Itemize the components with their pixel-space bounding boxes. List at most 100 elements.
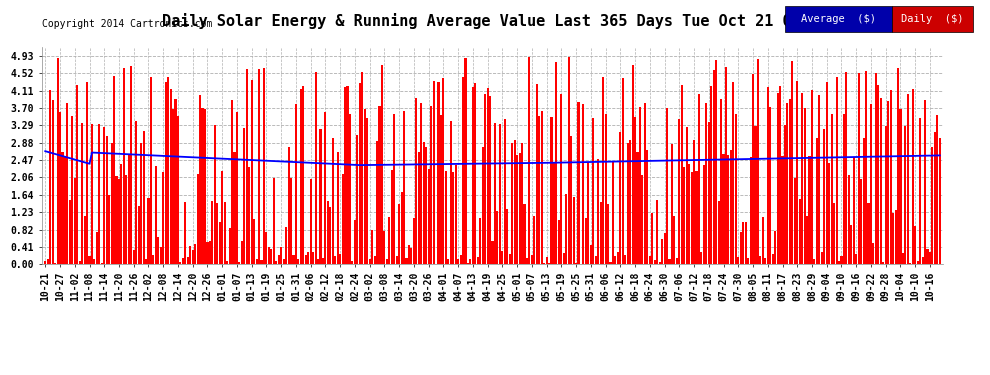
Bar <box>769 107 771 264</box>
Bar <box>406 258 408 264</box>
Bar <box>504 119 506 264</box>
Bar <box>148 198 149 264</box>
Bar <box>506 209 508 264</box>
Bar <box>361 72 363 264</box>
Bar <box>164 82 166 264</box>
Bar <box>668 260 670 264</box>
Bar <box>111 143 113 264</box>
Bar <box>386 259 388 264</box>
Bar <box>776 93 779 264</box>
Bar <box>140 143 143 264</box>
Bar <box>902 253 904 264</box>
Bar <box>683 167 685 264</box>
Bar <box>479 218 481 264</box>
Bar <box>900 109 902 264</box>
Bar <box>152 255 154 264</box>
Bar <box>59 112 61 264</box>
Bar <box>391 170 393 264</box>
Bar <box>764 258 766 264</box>
Bar <box>501 251 503 264</box>
Bar <box>646 150 648 264</box>
Bar <box>710 86 712 264</box>
Bar <box>282 259 285 264</box>
Bar <box>231 100 233 264</box>
Bar <box>627 142 629 264</box>
Bar <box>809 156 811 264</box>
Bar <box>187 257 189 264</box>
Bar <box>841 256 842 264</box>
Bar <box>472 87 474 264</box>
Bar <box>143 130 145 264</box>
Bar <box>467 263 469 264</box>
Bar <box>806 216 808 264</box>
Bar <box>368 259 370 264</box>
Bar <box>255 259 257 264</box>
Bar <box>253 219 255 264</box>
Bar <box>229 228 231 264</box>
Bar <box>585 218 587 264</box>
Bar <box>241 241 243 264</box>
Bar <box>929 252 931 264</box>
Bar <box>270 249 272 264</box>
Bar <box>560 94 562 264</box>
Bar <box>71 116 73 264</box>
Bar <box>337 152 339 264</box>
Bar <box>865 71 867 264</box>
Bar <box>519 153 521 264</box>
Bar <box>771 254 774 264</box>
Bar <box>157 237 159 264</box>
Bar <box>295 104 297 264</box>
Bar <box>182 258 184 264</box>
Bar <box>516 156 518 264</box>
Bar <box>320 129 322 264</box>
Bar <box>673 216 675 264</box>
Bar <box>681 85 683 264</box>
Bar <box>577 102 579 264</box>
Bar <box>322 258 324 264</box>
Bar <box>126 175 128 264</box>
Bar <box>784 125 786 264</box>
Bar <box>733 82 735 264</box>
Bar <box>300 89 302 264</box>
Bar <box>749 157 751 264</box>
Bar <box>366 118 368 264</box>
Bar <box>651 213 653 264</box>
Bar <box>275 261 277 264</box>
Bar <box>496 211 499 264</box>
Bar <box>260 260 262 264</box>
Bar <box>302 86 304 264</box>
Bar <box>219 222 221 264</box>
Bar <box>666 108 668 264</box>
Bar <box>904 126 907 264</box>
Bar <box>477 256 479 264</box>
Bar <box>595 256 597 264</box>
Bar <box>740 232 742 264</box>
Bar <box>285 226 287 264</box>
Bar <box>348 114 351 264</box>
Bar <box>189 246 191 264</box>
Bar <box>244 128 246 264</box>
Bar <box>597 159 599 264</box>
Bar <box>56 57 58 264</box>
Bar <box>211 201 214 264</box>
Bar <box>824 129 826 264</box>
Bar <box>88 256 90 264</box>
Bar <box>108 195 110 264</box>
Bar <box>829 163 831 264</box>
Bar <box>64 156 66 264</box>
Bar <box>602 77 604 264</box>
Bar <box>870 104 872 264</box>
Bar <box>814 259 816 264</box>
Text: Daily  ($): Daily ($) <box>901 14 964 24</box>
Bar <box>622 78 624 264</box>
Bar <box>544 262 545 264</box>
Bar <box>615 256 617 264</box>
Bar <box>280 248 282 264</box>
Bar <box>629 140 632 264</box>
Bar <box>47 258 49 264</box>
Bar <box>66 103 68 264</box>
Bar <box>607 204 609 264</box>
Bar <box>297 259 299 264</box>
Bar <box>486 88 489 264</box>
Bar <box>794 178 796 264</box>
